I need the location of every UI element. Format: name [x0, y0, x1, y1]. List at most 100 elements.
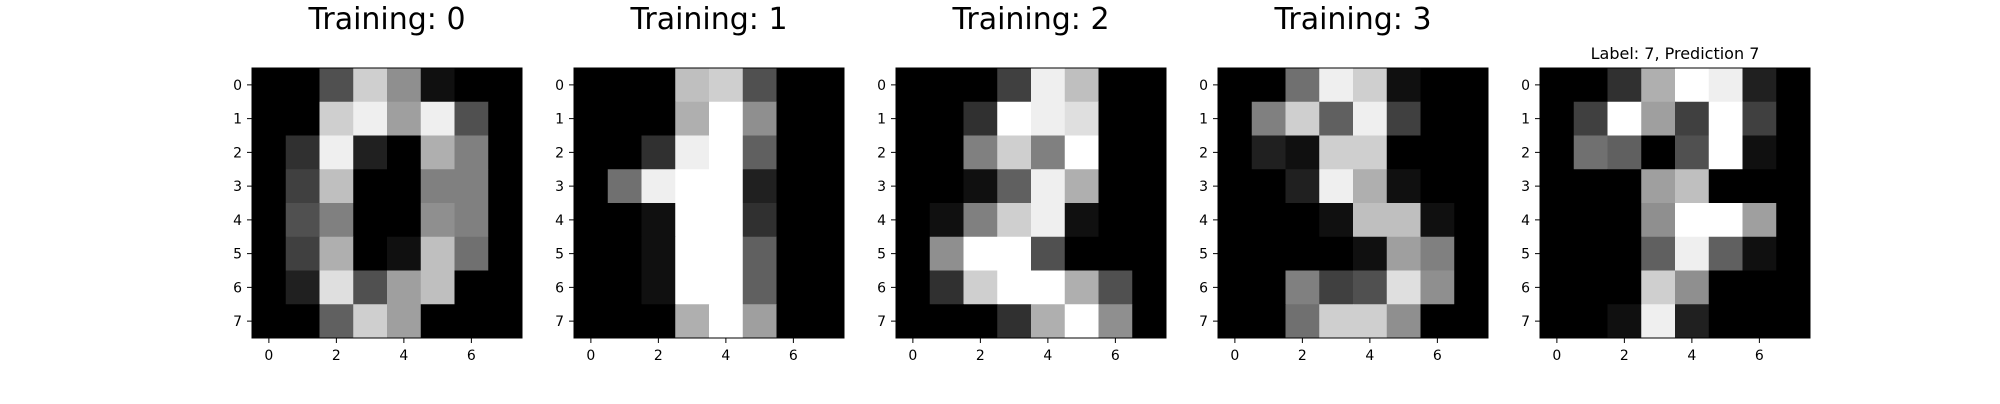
image-pixel	[488, 135, 523, 170]
image-pixel	[742, 203, 777, 238]
image-pixel	[1098, 304, 1133, 339]
image-pixel	[1031, 304, 1066, 339]
panel-title: Training: 2	[952, 2, 1110, 37]
image-pixel	[1420, 68, 1455, 103]
image-pixel	[709, 203, 744, 238]
image-pixel	[1454, 304, 1489, 339]
image-pixel	[1742, 270, 1777, 305]
image-pixel	[1776, 304, 1811, 339]
image-pixel	[252, 203, 287, 238]
image-pixel	[1573, 236, 1608, 271]
image-pixel	[1675, 68, 1710, 103]
image-pixel	[1218, 101, 1253, 136]
image-pixel	[607, 169, 642, 204]
image-pixel	[641, 304, 676, 339]
image-pixel	[742, 304, 777, 339]
image-pixel	[675, 135, 710, 170]
image-pixel	[1776, 270, 1811, 305]
image-pixel	[607, 135, 642, 170]
image-pixel	[1573, 68, 1608, 103]
image-pixel	[1675, 203, 1710, 238]
y-tick-label: 5	[555, 247, 564, 263]
image-pixel	[1454, 270, 1489, 305]
image-pixel	[1454, 169, 1489, 204]
image-pixel	[1353, 68, 1388, 103]
y-tick-label: 6	[877, 280, 886, 296]
image-pixel	[1031, 101, 1066, 136]
image-pixel	[387, 236, 422, 271]
y-tick-label: 6	[555, 280, 564, 296]
image-pixel	[776, 304, 811, 339]
image-pixel	[488, 203, 523, 238]
image-pixel	[1132, 68, 1167, 103]
y-tick-label: 5	[1521, 247, 1530, 263]
y-tick-label: 4	[1199, 213, 1208, 229]
image-pixel	[1319, 270, 1354, 305]
image-pixel	[675, 270, 710, 305]
image-pixel	[963, 203, 998, 238]
image-pixel	[353, 68, 388, 103]
image-pixel	[387, 68, 422, 103]
image-pixel	[488, 270, 523, 305]
x-tick-label: 2	[1620, 348, 1629, 364]
image-pixel	[963, 236, 998, 271]
image-pixel	[1031, 270, 1066, 305]
panel-title: Training: 0	[308, 2, 466, 37]
image-pixel	[454, 270, 489, 305]
panel-title: Label: 7, Prediction 7	[1590, 44, 1760, 63]
image-pixel	[252, 270, 287, 305]
axes-frame	[573, 67, 845, 339]
image-pixel	[1386, 270, 1421, 305]
image-pixel	[454, 135, 489, 170]
image-pixel	[641, 101, 676, 136]
image-pixel	[1540, 169, 1575, 204]
y-tick-label: 0	[233, 78, 242, 94]
image-pixel	[252, 68, 287, 103]
image-pixel	[1540, 304, 1575, 339]
image-pixel	[607, 270, 642, 305]
image-pixel	[675, 169, 710, 204]
image-pixel	[574, 135, 609, 170]
image-pixel	[319, 203, 354, 238]
image-pixel	[1251, 135, 1286, 170]
y-tick-label: 5	[233, 247, 242, 263]
image-pixel	[420, 101, 455, 136]
image-pixel	[1573, 135, 1608, 170]
image-pixel	[1708, 135, 1743, 170]
image-pixel	[1742, 236, 1777, 271]
image-pixel	[1607, 304, 1642, 339]
y-tick-label: 0	[877, 78, 886, 94]
image-pixel	[1641, 203, 1676, 238]
image-pixel	[997, 169, 1032, 204]
image-pixel	[1742, 135, 1777, 170]
image-pixel	[574, 236, 609, 271]
image-pixel	[896, 304, 931, 339]
image-pixel	[1285, 236, 1320, 271]
image-pixel	[1319, 236, 1354, 271]
y-tick-label: 4	[233, 213, 242, 229]
y-tick-label: 3	[1199, 179, 1208, 195]
image-pixel	[1218, 203, 1253, 238]
image-pixel	[1420, 101, 1455, 136]
image-pixel	[929, 135, 964, 170]
image-pixel	[1454, 236, 1489, 271]
image-pixel	[1031, 68, 1066, 103]
image-pixel	[641, 236, 676, 271]
image-pixel	[1353, 169, 1388, 204]
image-pixel	[810, 270, 845, 305]
image-pixel	[709, 135, 744, 170]
image-pixel	[1708, 101, 1743, 136]
image-pixel	[896, 135, 931, 170]
image-pixel	[1420, 203, 1455, 238]
image-pixel	[1776, 236, 1811, 271]
image-pixel	[776, 135, 811, 170]
image-pixel	[896, 203, 931, 238]
y-tick-label: 1	[1199, 112, 1208, 128]
y-tick-label: 2	[1521, 145, 1530, 161]
image-pixel	[810, 101, 845, 136]
y-tick-label: 4	[555, 213, 564, 229]
image-pixel	[454, 169, 489, 204]
image-pixel	[810, 68, 845, 103]
